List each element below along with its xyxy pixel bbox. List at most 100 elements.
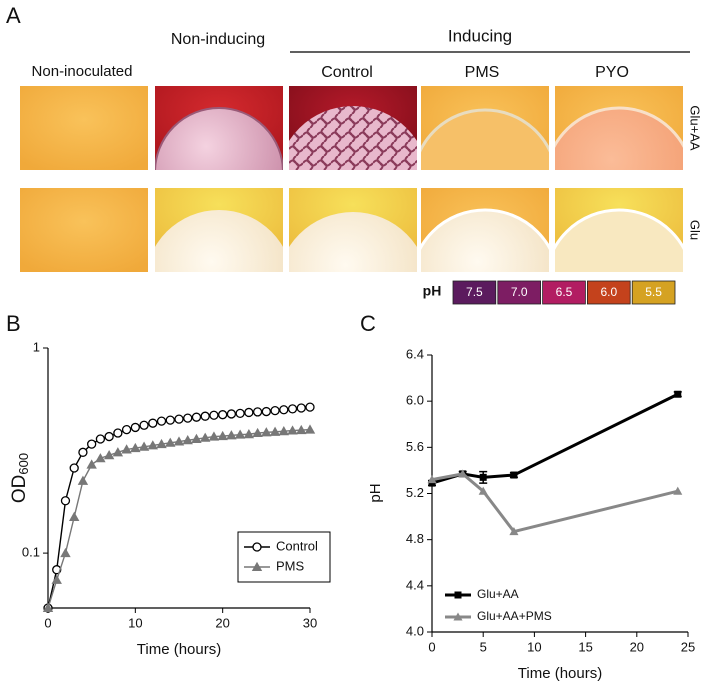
photo <box>555 188 683 272</box>
legend-label: PMS <box>276 558 305 573</box>
ph-swatch <box>587 280 631 305</box>
x-tick-label: 0 <box>428 639 435 654</box>
x-tick-label: 20 <box>630 639 644 654</box>
marker <box>104 431 114 442</box>
marker <box>121 444 132 454</box>
marker <box>87 439 97 449</box>
x-tick-label: 10 <box>128 615 142 630</box>
marker <box>183 413 193 423</box>
marker <box>174 414 184 424</box>
column-label: Non-inoculated <box>32 63 133 80</box>
x-tick-label: 30 <box>303 615 317 630</box>
charts: B 0 10 20 30 0.1 1 Time (hours) OD600 Control PMS C… <box>6 311 695 682</box>
y-axis-label-sub: 600 <box>16 453 31 475</box>
panel-letter: C <box>360 311 376 336</box>
marker <box>296 403 306 413</box>
x-tick-label: 5 <box>480 639 487 654</box>
marker <box>252 407 263 417</box>
ph-swatch <box>497 280 541 305</box>
marker <box>156 416 167 426</box>
header: Inducing <box>448 26 512 45</box>
marker <box>226 430 237 440</box>
y-axis-label-text: OD <box>9 475 30 504</box>
marker <box>77 475 89 485</box>
column-label: Control <box>321 64 373 81</box>
marker <box>261 427 272 437</box>
marker <box>113 428 123 438</box>
marker <box>304 424 316 434</box>
marker <box>95 453 106 463</box>
marker <box>156 438 167 449</box>
marker <box>208 431 220 441</box>
marker <box>165 437 176 447</box>
marker <box>51 574 62 584</box>
marker <box>139 420 149 430</box>
marker <box>130 422 140 433</box>
photo <box>289 86 417 170</box>
marker <box>252 427 263 438</box>
y-tick-label: 4.0 <box>406 623 424 638</box>
marker <box>138 441 150 451</box>
marker <box>226 409 237 419</box>
ph-value: 6.0 <box>600 285 617 299</box>
photo <box>155 86 283 170</box>
marker <box>305 402 315 412</box>
marker <box>244 407 254 418</box>
marker <box>287 404 298 414</box>
marker <box>269 426 281 436</box>
marker <box>42 602 54 612</box>
ph-value: 7.5 <box>466 285 483 299</box>
marker <box>182 435 193 445</box>
column-label: PMS <box>465 64 500 81</box>
x-tick-label: 25 <box>681 639 695 654</box>
marker <box>121 424 132 435</box>
y-tick-label: 0.1 <box>22 545 40 560</box>
marker <box>165 415 175 425</box>
row-label: Glu+AA <box>688 105 702 150</box>
photo <box>20 86 148 170</box>
marker <box>673 486 683 495</box>
x-tick-label: 0 <box>44 615 51 630</box>
marker <box>200 411 210 421</box>
marker <box>427 475 437 484</box>
marker <box>148 418 158 428</box>
marker <box>218 410 228 420</box>
marker <box>235 408 245 419</box>
row-label: Glu <box>688 220 702 240</box>
ph-value: 5.5 <box>645 285 662 299</box>
panel-a: A Non-inducing Inducing Non-inoculated C… <box>6 3 702 305</box>
photo <box>555 86 683 170</box>
marker <box>454 591 462 599</box>
y-axis-label: pH <box>367 483 384 502</box>
marker <box>510 471 518 479</box>
ph-swatch <box>542 280 586 305</box>
marker <box>478 486 488 495</box>
x-axis-label: Time (hours) <box>518 665 602 682</box>
marker <box>69 511 80 521</box>
marker <box>209 410 219 420</box>
y-tick-label: 4.4 <box>406 577 424 592</box>
y-tick-label: 5.6 <box>406 439 424 454</box>
marker <box>287 425 298 435</box>
marker <box>173 436 185 446</box>
marker <box>78 447 88 457</box>
marker <box>252 542 262 552</box>
marker <box>69 463 79 473</box>
x-axis-label: Time (hours) <box>137 641 221 658</box>
marker <box>200 432 211 442</box>
photo <box>155 188 283 272</box>
marker <box>270 405 280 416</box>
x-tick-label: 20 <box>215 615 229 630</box>
marker <box>479 473 487 481</box>
header: Non-inducing <box>171 31 265 48</box>
ph-swatch <box>631 280 676 305</box>
panel-letter: B <box>6 311 21 336</box>
marker <box>86 459 97 469</box>
marker <box>251 561 263 571</box>
series-line <box>431 392 679 485</box>
marker <box>60 547 71 558</box>
y-tick-label: 6.4 <box>406 346 424 361</box>
marker <box>103 450 115 460</box>
ph-value: 6.5 <box>556 285 573 299</box>
